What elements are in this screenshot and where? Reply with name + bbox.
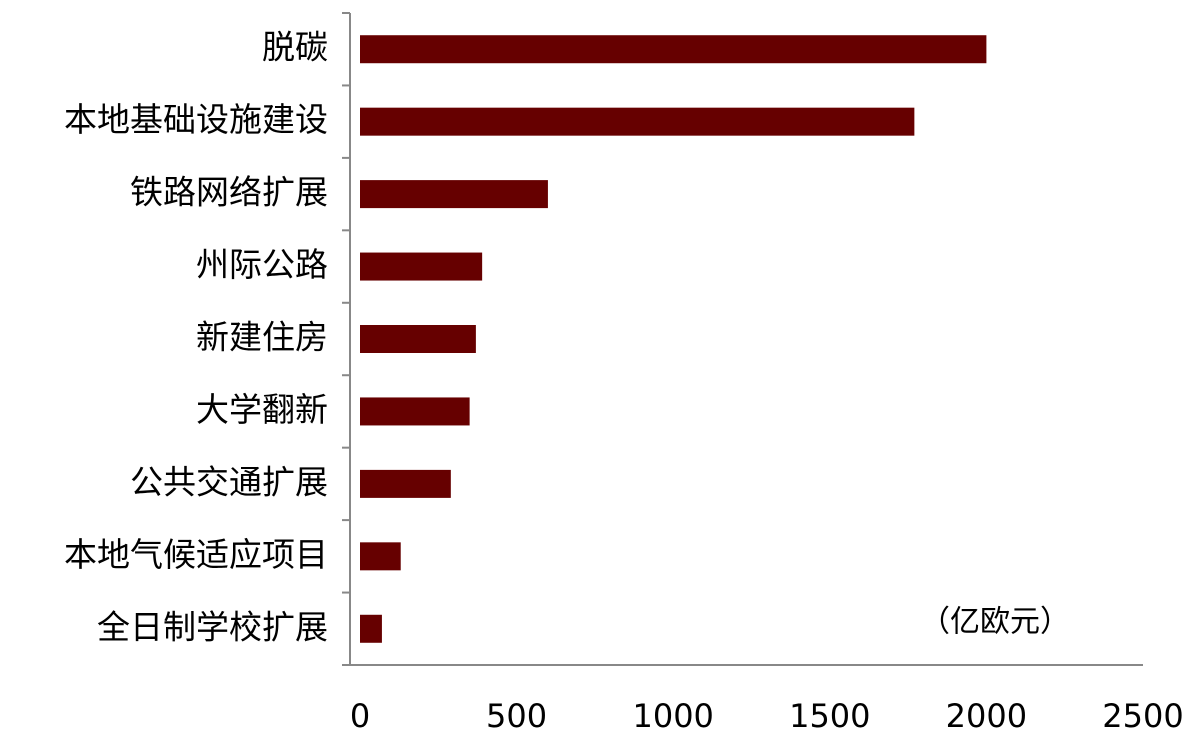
x-tick-label: 2500 bbox=[1102, 697, 1183, 735]
y-tick-label: 公共交通扩展 bbox=[130, 462, 328, 501]
bar bbox=[360, 614, 382, 643]
y-tick-label: 本地基础设施建设 bbox=[64, 100, 328, 139]
y-tick-label: 大学翻新 bbox=[196, 390, 328, 429]
bar bbox=[360, 542, 401, 571]
x-tick-label: 2000 bbox=[946, 697, 1027, 735]
x-tick-label: 1500 bbox=[789, 697, 870, 735]
bar bbox=[360, 35, 987, 64]
bar bbox=[360, 252, 483, 281]
y-tick-label: 全日制学校扩展 bbox=[97, 607, 328, 646]
x-tick-label: 1000 bbox=[632, 697, 713, 735]
y-tick-label: 新建住房 bbox=[196, 318, 328, 357]
bar bbox=[360, 325, 476, 353]
bar bbox=[360, 180, 548, 209]
bar bbox=[360, 397, 470, 426]
x-tick-label: 500 bbox=[486, 697, 547, 735]
bar bbox=[360, 107, 915, 136]
x-tick-label: 0 bbox=[350, 697, 370, 735]
y-tick-label: 本地气候适应项目 bbox=[64, 535, 328, 574]
unit-annotation: （亿欧元） bbox=[920, 605, 1070, 640]
y-tick-label: 脱碳 bbox=[262, 28, 328, 67]
y-tick-label: 州际公路 bbox=[196, 245, 328, 284]
bar bbox=[360, 469, 451, 498]
y-tick-label: 铁路网络扩展 bbox=[130, 173, 328, 212]
